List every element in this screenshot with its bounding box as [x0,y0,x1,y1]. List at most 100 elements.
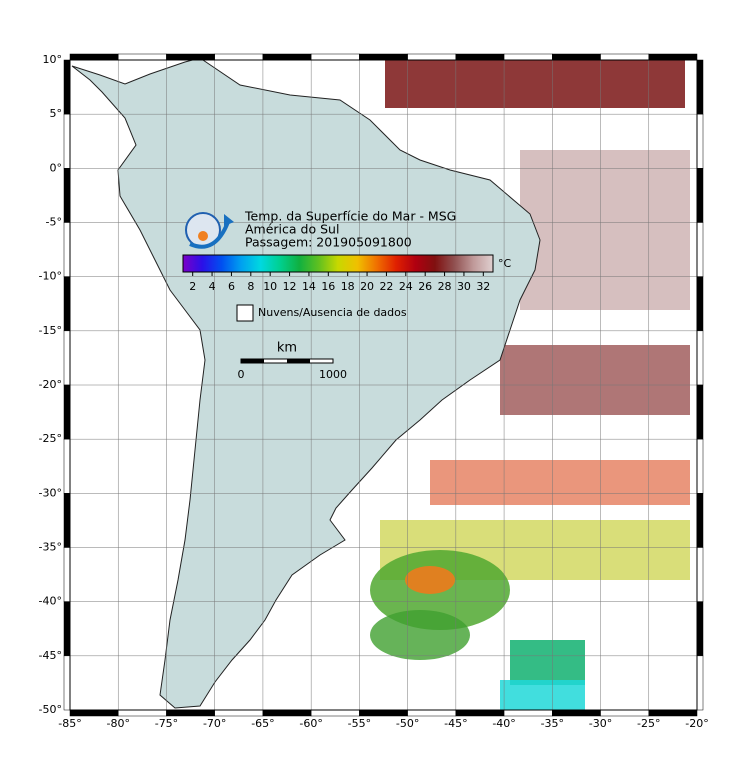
frame-segment [63,438,71,494]
frame-segment [503,53,553,61]
colorbar-tick-label: 20 [360,280,374,293]
lat-tick-label: -50° [39,703,62,716]
frame-segment [696,168,704,223]
frame-segment [696,655,704,711]
frame-segment [214,709,264,717]
frame-segment [696,222,704,277]
frame-segment [359,709,408,717]
frame-segment [117,53,167,61]
colorbar-tick-label: 30 [457,280,471,293]
scale-label: 1000 [319,368,347,381]
colorbar-tick-label: 24 [399,280,413,293]
lat-tick-label: -30° [39,486,62,499]
logo [185,212,234,249]
lon-tick-label: -75° [155,717,178,730]
lat-tick-label: -45° [39,649,62,662]
frame-segment [214,53,264,61]
frame-segment [262,709,312,717]
lon-tick-label: -85° [58,717,81,730]
frame-segment [648,709,698,717]
frame-segment [648,53,698,61]
header-line: Passagem: 201905091800 [245,235,412,250]
frame-segment [69,53,119,61]
frame-segment [310,53,360,61]
frame-segment [696,438,704,494]
frame-segment [407,53,457,61]
lon-tick-label: -30° [589,717,612,730]
lon-tick-label: -70° [203,717,226,730]
lon-tick-label: -25° [637,717,660,730]
frame-segment [600,53,650,61]
frame-segment [63,59,71,115]
frame-segment [63,601,71,657]
colorbar-tick-label: 32 [476,280,490,293]
scale-unit: km [277,341,297,356]
lon-tick-label: -20° [685,717,708,730]
frame-segment [310,709,360,717]
frame-segment [552,709,601,717]
frame-segment [63,330,71,386]
lat-tick-label: -10° [39,270,62,283]
colorbar-tick-label: 10 [263,280,277,293]
frame-segment [359,53,408,61]
lat-tick-label: -35° [39,541,62,554]
lon-tick-label: -40° [492,717,515,730]
colorbar-tick-label: 8 [247,280,254,293]
legend-swatch [236,304,254,322]
colorbar-tick-label: 14 [302,280,316,293]
frame-segment [600,709,650,717]
lon-tick-label: -50° [396,717,419,730]
colorbar-tick-label: 6 [228,280,235,293]
frame-segment [696,384,704,440]
colorbar-tick-label: 28 [438,280,452,293]
frame-segment [63,493,71,548]
lat-tick-label: -20° [39,378,62,391]
frame-segment [407,709,457,717]
frame-segment [696,493,704,548]
frame-segment [117,709,167,717]
lat-tick-label: -5° [46,216,62,229]
frame-segment [69,709,119,717]
lat-tick-label: 10° [43,53,63,66]
frame-segment [696,276,704,332]
frame-segment [696,547,704,602]
frame-segment [552,53,601,61]
legend-label: Nuvens/Ausencia de dados [258,306,407,319]
frame-segment [63,655,71,711]
header-line: Temp. da Superfície do Mar - MSG [244,209,456,224]
lon-tick-label: -65° [251,717,274,730]
scale-bar [240,358,334,364]
frame-segment [63,113,71,169]
colorbar-tick-label: 12 [283,280,297,293]
frame-segment [166,709,215,717]
lat-tick-label: 0° [50,161,63,174]
lon-tick-label: -35° [541,717,564,730]
colorbar-unit: °C [498,257,512,270]
frame-segment [696,113,704,169]
lon-tick-label: -55° [348,717,371,730]
lon-tick-label: -60° [299,717,322,730]
map-frame [69,59,698,711]
colorbar-tick-label: 22 [379,280,393,293]
frame-segment [696,601,704,657]
frame-segment [63,276,71,332]
colorbar-tick-label: 26 [418,280,432,293]
frame-segment [63,168,71,223]
frame-segment [696,330,704,386]
frame-segment [63,547,71,602]
lat-tick-label: 5° [50,107,63,120]
lat-tick-label: -25° [39,432,62,445]
lat-tick-label: -15° [39,324,62,337]
sst-field [370,60,690,710]
frame-segment [262,53,312,61]
frame-segment [166,53,215,61]
scale-label: 0 [238,368,245,381]
header-line: América do Sul [245,222,339,237]
frame-segment [455,709,505,717]
frame-segment [696,59,704,115]
colorbar [182,254,494,273]
frame-segment [455,53,505,61]
colorbar-tick-label: 16 [321,280,335,293]
lat-tick-label: -40° [39,595,62,608]
